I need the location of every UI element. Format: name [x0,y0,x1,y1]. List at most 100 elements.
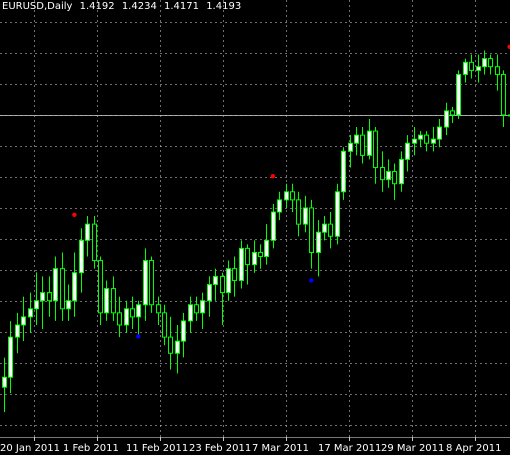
candle [399,151,404,192]
candle [488,54,493,75]
candle [501,70,506,128]
candle-body [207,284,212,302]
candle [92,216,97,269]
candle-body [175,340,180,354]
time-axis-label: 20 Jan 2011 [0,443,60,454]
candle [495,54,500,91]
candle-body [79,239,84,274]
candle-body [124,308,129,326]
candle-body [220,275,225,294]
candle [53,256,58,321]
candle-body [194,304,199,314]
candle-body [188,304,193,322]
candle-body [239,247,244,281]
candle [162,304,167,346]
ohlc-low: 1.4171 [164,1,199,12]
candle-body [405,142,410,160]
candle-body [316,231,321,253]
candle-body [162,312,167,338]
candle-body [303,207,308,225]
candle [8,321,13,394]
time-axis-label: 7 Mar 2011 [252,443,309,454]
time-axis-label: 8 Apr 2011 [446,443,501,454]
symbol-timeframe: EURUSD,Daily [2,1,73,12]
candle [335,183,340,245]
candle-body [290,191,295,201]
candle-body [495,66,500,75]
candle-body [412,138,417,144]
candle-body [456,73,461,116]
candle [168,316,173,370]
time-axis-label: 29 Mar 2011 [381,443,444,454]
candle-body [348,142,353,152]
candle-body [181,320,186,342]
candle-body [264,239,269,258]
candle-body [66,300,71,310]
candle-body [463,61,468,75]
candle [143,248,148,321]
candle [175,324,180,374]
candle-body [418,134,423,140]
ohlc-open: 1.4192 [79,1,115,12]
candle [476,54,481,83]
candle-body [136,304,141,318]
candle-body [367,130,372,156]
candle-body [168,336,173,354]
candle-body [437,126,442,140]
candle-body [130,308,135,318]
candle [392,163,397,200]
candle [431,127,436,152]
candle [200,292,205,330]
candle-body [258,251,263,258]
candle [309,199,314,269]
candle [469,54,474,79]
candle [373,127,378,184]
candle-body [117,312,122,326]
candle [367,118,372,160]
candle [463,58,468,83]
candle-body [386,171,391,181]
candle-body [15,324,20,338]
candle-body [53,268,58,302]
time-axis-label: 23 Feb 2011 [189,443,251,454]
candle [296,191,301,237]
candle-body [469,61,474,71]
time-axis: 20 Jan 2011 1 Feb 2011 11 Feb 2011 23 Feb 2… [0,437,510,454]
candle [21,296,26,342]
time-axis-label: 11 Feb 2011 [126,443,188,454]
candle [226,260,231,301]
candle-body [354,134,359,144]
candle-body [328,223,333,237]
candle [328,212,333,249]
candle-body [104,288,109,314]
candle [284,183,289,208]
candle [418,131,423,148]
candle-body [98,260,103,314]
candle-body [252,251,257,266]
candle [66,284,71,321]
candle [124,300,129,334]
candle [72,252,77,317]
candle [104,280,109,321]
candle-body [149,260,154,306]
candle-body [34,300,39,310]
candle-body [111,288,116,314]
candle [117,296,122,338]
candle-body [2,376,7,388]
time-axis-label: 17 Mar 2011 [318,443,381,454]
candle-body [200,300,205,314]
candle [252,240,257,273]
candle-body [508,114,510,117]
candle-body [482,58,487,68]
candle [508,114,510,117]
candle [136,300,141,338]
time-axis-label: 1 Feb 2011 [63,443,119,454]
candle [207,276,212,317]
candle [264,224,269,265]
candle-body [399,158,404,185]
candle-body [8,336,13,378]
candle-body [72,272,77,302]
candle-body [40,292,45,302]
